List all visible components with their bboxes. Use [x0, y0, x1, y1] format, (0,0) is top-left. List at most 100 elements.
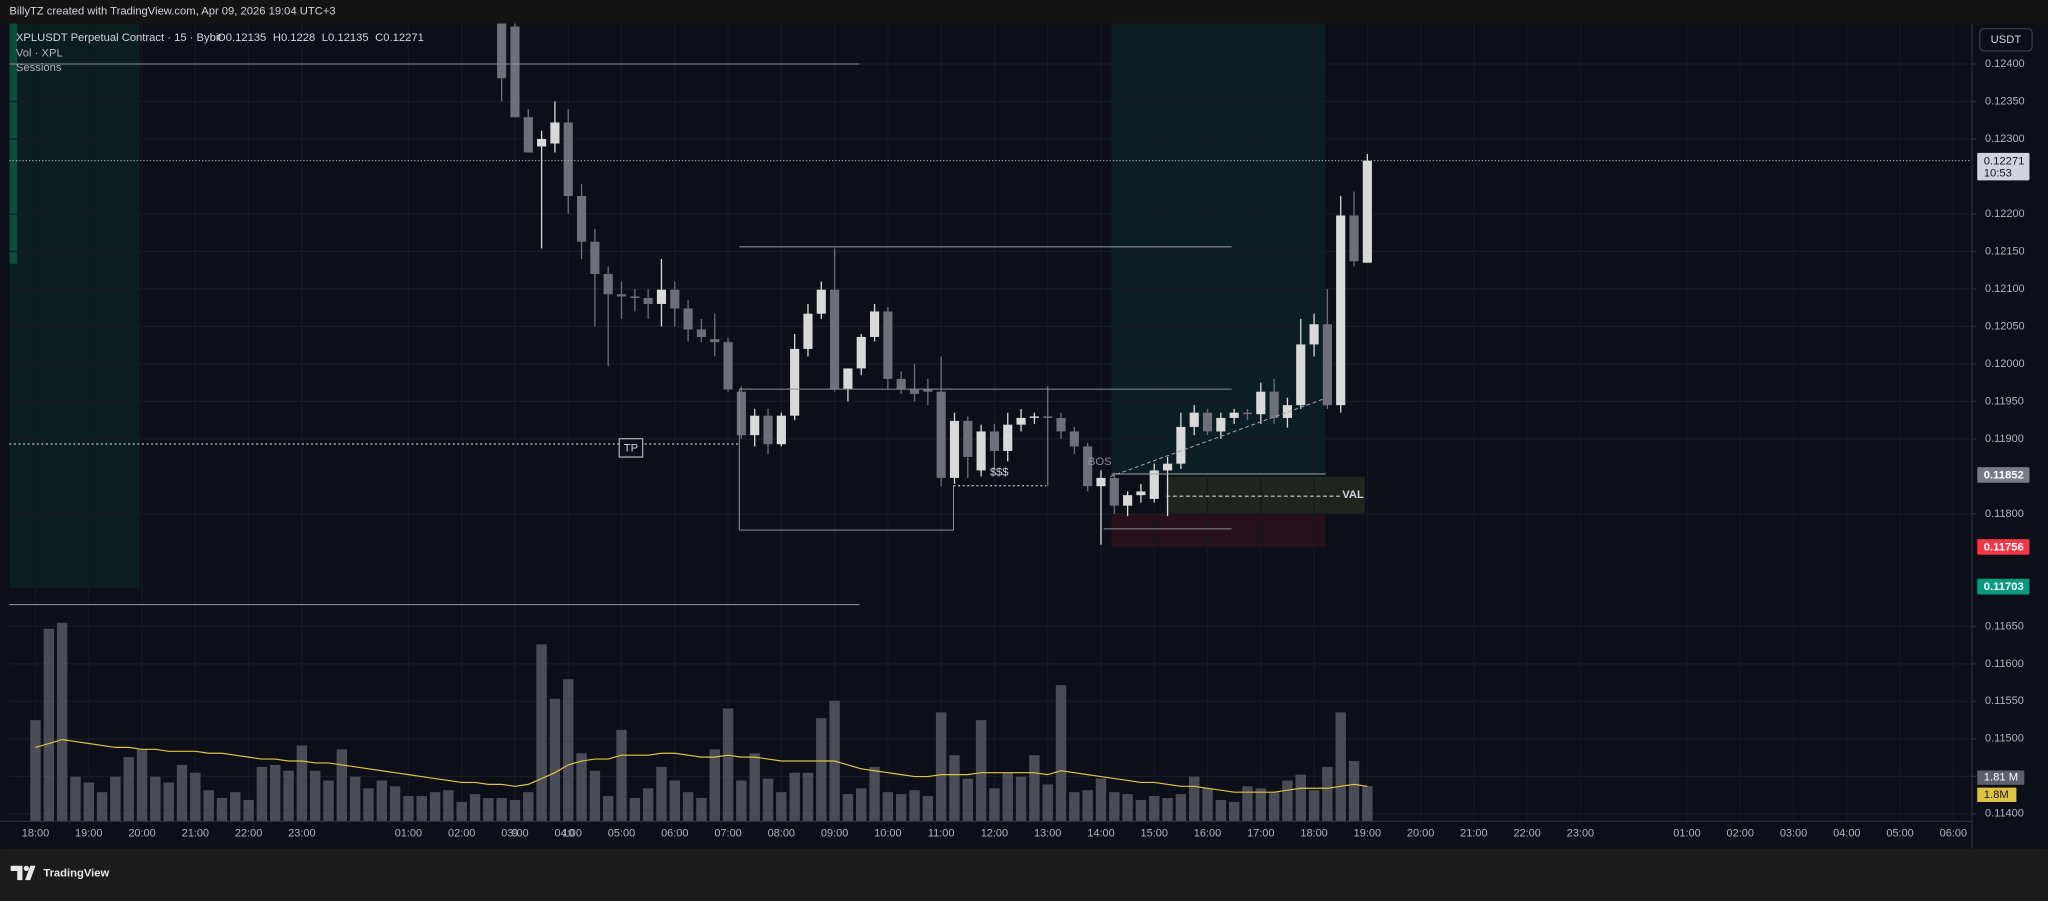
- session-box: [9, 23, 140, 588]
- candle-body: [710, 339, 720, 343]
- volume-bar: [962, 778, 974, 822]
- volume-bar: [975, 720, 987, 822]
- candles: [497, 23, 1372, 545]
- x-tick-label: 22:00: [1513, 828, 1540, 840]
- volume-bar: [216, 797, 228, 822]
- y-tick-label: 0.12150: [1985, 245, 2025, 257]
- candle-body: [603, 273, 613, 295]
- candle-body: [576, 195, 587, 242]
- volume-bar: [1029, 755, 1040, 822]
- x-tick-label: 10:00: [874, 828, 901, 840]
- y-tick-label: 0.11400: [1985, 808, 2024, 820]
- x-tick-label: 08:00: [768, 828, 795, 840]
- session-edge: [9, 23, 18, 264]
- candle-body: [776, 415, 786, 445]
- ma-label: 1.8M: [1984, 789, 2009, 801]
- candle-body: [696, 329, 706, 337]
- brand-name: TradingView: [43, 868, 109, 880]
- y-tick-label: 0.12100: [1985, 283, 2025, 295]
- volume-bar: [376, 780, 388, 822]
- volume-bar: [682, 792, 694, 822]
- title: XPLUSDT Perpetual Contract · 15 · Bybit: [16, 32, 222, 44]
- session-box: [1111, 23, 1326, 475]
- volume-bar: [1135, 799, 1147, 822]
- candle-body: [630, 296, 640, 298]
- volume-bar: [30, 720, 41, 822]
- footer: [0, 848, 2048, 901]
- x-tick-label: 23:00: [1567, 828, 1594, 840]
- volume-bar: [363, 788, 374, 822]
- volume-bar: [1202, 788, 1213, 822]
- volume-bar: [589, 770, 601, 822]
- candle-body: [1189, 412, 1199, 427]
- candle-body: [1069, 431, 1079, 447]
- candle-body: [1349, 215, 1359, 262]
- volume-bar: [563, 679, 574, 822]
- candle-body: [550, 122, 560, 144]
- candle-body: [616, 294, 627, 297]
- volume-bar: [1348, 761, 1360, 822]
- ohlc-key: C: [375, 32, 383, 44]
- x-tick-label: 02:00: [448, 828, 475, 840]
- x-tick-label: 21:00: [1460, 828, 1487, 840]
- volume-bar: [802, 772, 814, 822]
- candle-body: [923, 389, 933, 392]
- volume-bar: [429, 792, 441, 822]
- volume-bar: [856, 788, 867, 822]
- volume-label-box: [1977, 770, 2025, 785]
- countdown: 10:53: [1984, 168, 2012, 180]
- candle-body: [1003, 424, 1013, 451]
- trend-line: [1110, 397, 1326, 478]
- candle-body: [537, 138, 547, 147]
- candle-body: [1362, 160, 1372, 263]
- volume-bar: [1069, 792, 1080, 822]
- volume-bar: [1109, 792, 1120, 822]
- currency[interactable]: USDT: [1991, 34, 2022, 46]
- candle-body: [976, 431, 986, 471]
- x-tick-label: 07:00: [714, 828, 741, 840]
- volume-bar: [749, 753, 760, 822]
- volume-bar: [549, 698, 561, 822]
- volume-bar: [1295, 774, 1306, 822]
- candle-body: [1083, 446, 1093, 487]
- candle-body: [830, 289, 840, 390]
- level-label: 0.11756: [1984, 542, 2024, 554]
- volume-bar: [1042, 784, 1053, 822]
- y-tick-label: 0.11800: [1985, 508, 2024, 520]
- candle-body: [643, 297, 653, 304]
- volume-ma: [35, 739, 1368, 793]
- x-tick-label: 04:00: [1833, 828, 1860, 840]
- x-tick-label: 18:00: [22, 828, 49, 840]
- ohlc-key: H: [273, 32, 281, 44]
- y-tick-label: 0.11900: [1985, 433, 2024, 445]
- candle-body: [763, 415, 773, 445]
- volume-bar: [523, 792, 534, 822]
- candle-body: [510, 26, 520, 118]
- volume-bar: [1255, 788, 1267, 822]
- volume-bar: [150, 776, 161, 822]
- candle-body: [1123, 495, 1133, 506]
- candle-body: [670, 289, 680, 309]
- indicator: Vol · XPL: [16, 48, 63, 60]
- candle-body: [1029, 416, 1039, 418]
- level-box: [1977, 578, 2030, 595]
- currency-button[interactable]: [1979, 28, 2033, 52]
- volume-bar: [882, 792, 894, 822]
- candle-body: [869, 311, 880, 337]
- volume-bar: [349, 776, 361, 822]
- x-tick-label: 17:00: [1247, 828, 1274, 840]
- volume-label: 1.81 M: [1984, 772, 2018, 784]
- x-tick-label: 19:00: [75, 828, 102, 840]
- candle-body: [989, 431, 1000, 451]
- y-tick-label: 0.11650: [1985, 620, 2024, 632]
- candle-body: [1136, 491, 1146, 496]
- volume-bar: [1308, 790, 1320, 822]
- annotation: BOS: [1088, 456, 1112, 468]
- last-price-box: [1977, 152, 2030, 181]
- volume-bar: [1268, 792, 1280, 822]
- x-tick-label: 02:00: [1727, 828, 1754, 840]
- credit: BillyTZ created with TradingView.com, Ap…: [9, 6, 335, 18]
- annotation: VAL: [1342, 489, 1364, 501]
- candle-body: [523, 117, 533, 153]
